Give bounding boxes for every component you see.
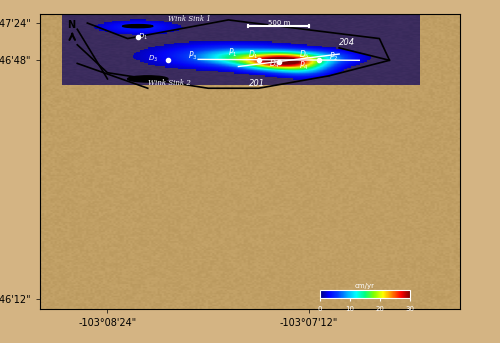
Text: N: N — [67, 20, 76, 30]
Text: $P_1$: $P_1$ — [228, 46, 238, 59]
Text: $D_5$: $D_5$ — [299, 49, 310, 61]
Text: $D_3$: $D_3$ — [148, 54, 158, 64]
Text: $D_4$: $D_4$ — [268, 58, 280, 70]
Text: 204: 204 — [339, 38, 355, 47]
Text: $P_4$: $P_4$ — [299, 59, 308, 72]
Text: 500 m: 500 m — [268, 20, 290, 26]
Text: $D_1$: $D_1$ — [248, 49, 259, 61]
Text: 201: 201 — [248, 79, 264, 88]
Text: $D_1$: $D_1$ — [138, 32, 147, 42]
Text: Wink Sink 1: Wink Sink 1 — [168, 15, 211, 23]
Ellipse shape — [128, 76, 168, 82]
Text: Wink Sink 2: Wink Sink 2 — [148, 79, 190, 87]
Text: $P_2$: $P_2$ — [329, 50, 338, 63]
Ellipse shape — [122, 25, 153, 28]
X-axis label: cm/yr: cm/yr — [355, 283, 375, 289]
Text: $P_3$: $P_3$ — [188, 49, 198, 62]
